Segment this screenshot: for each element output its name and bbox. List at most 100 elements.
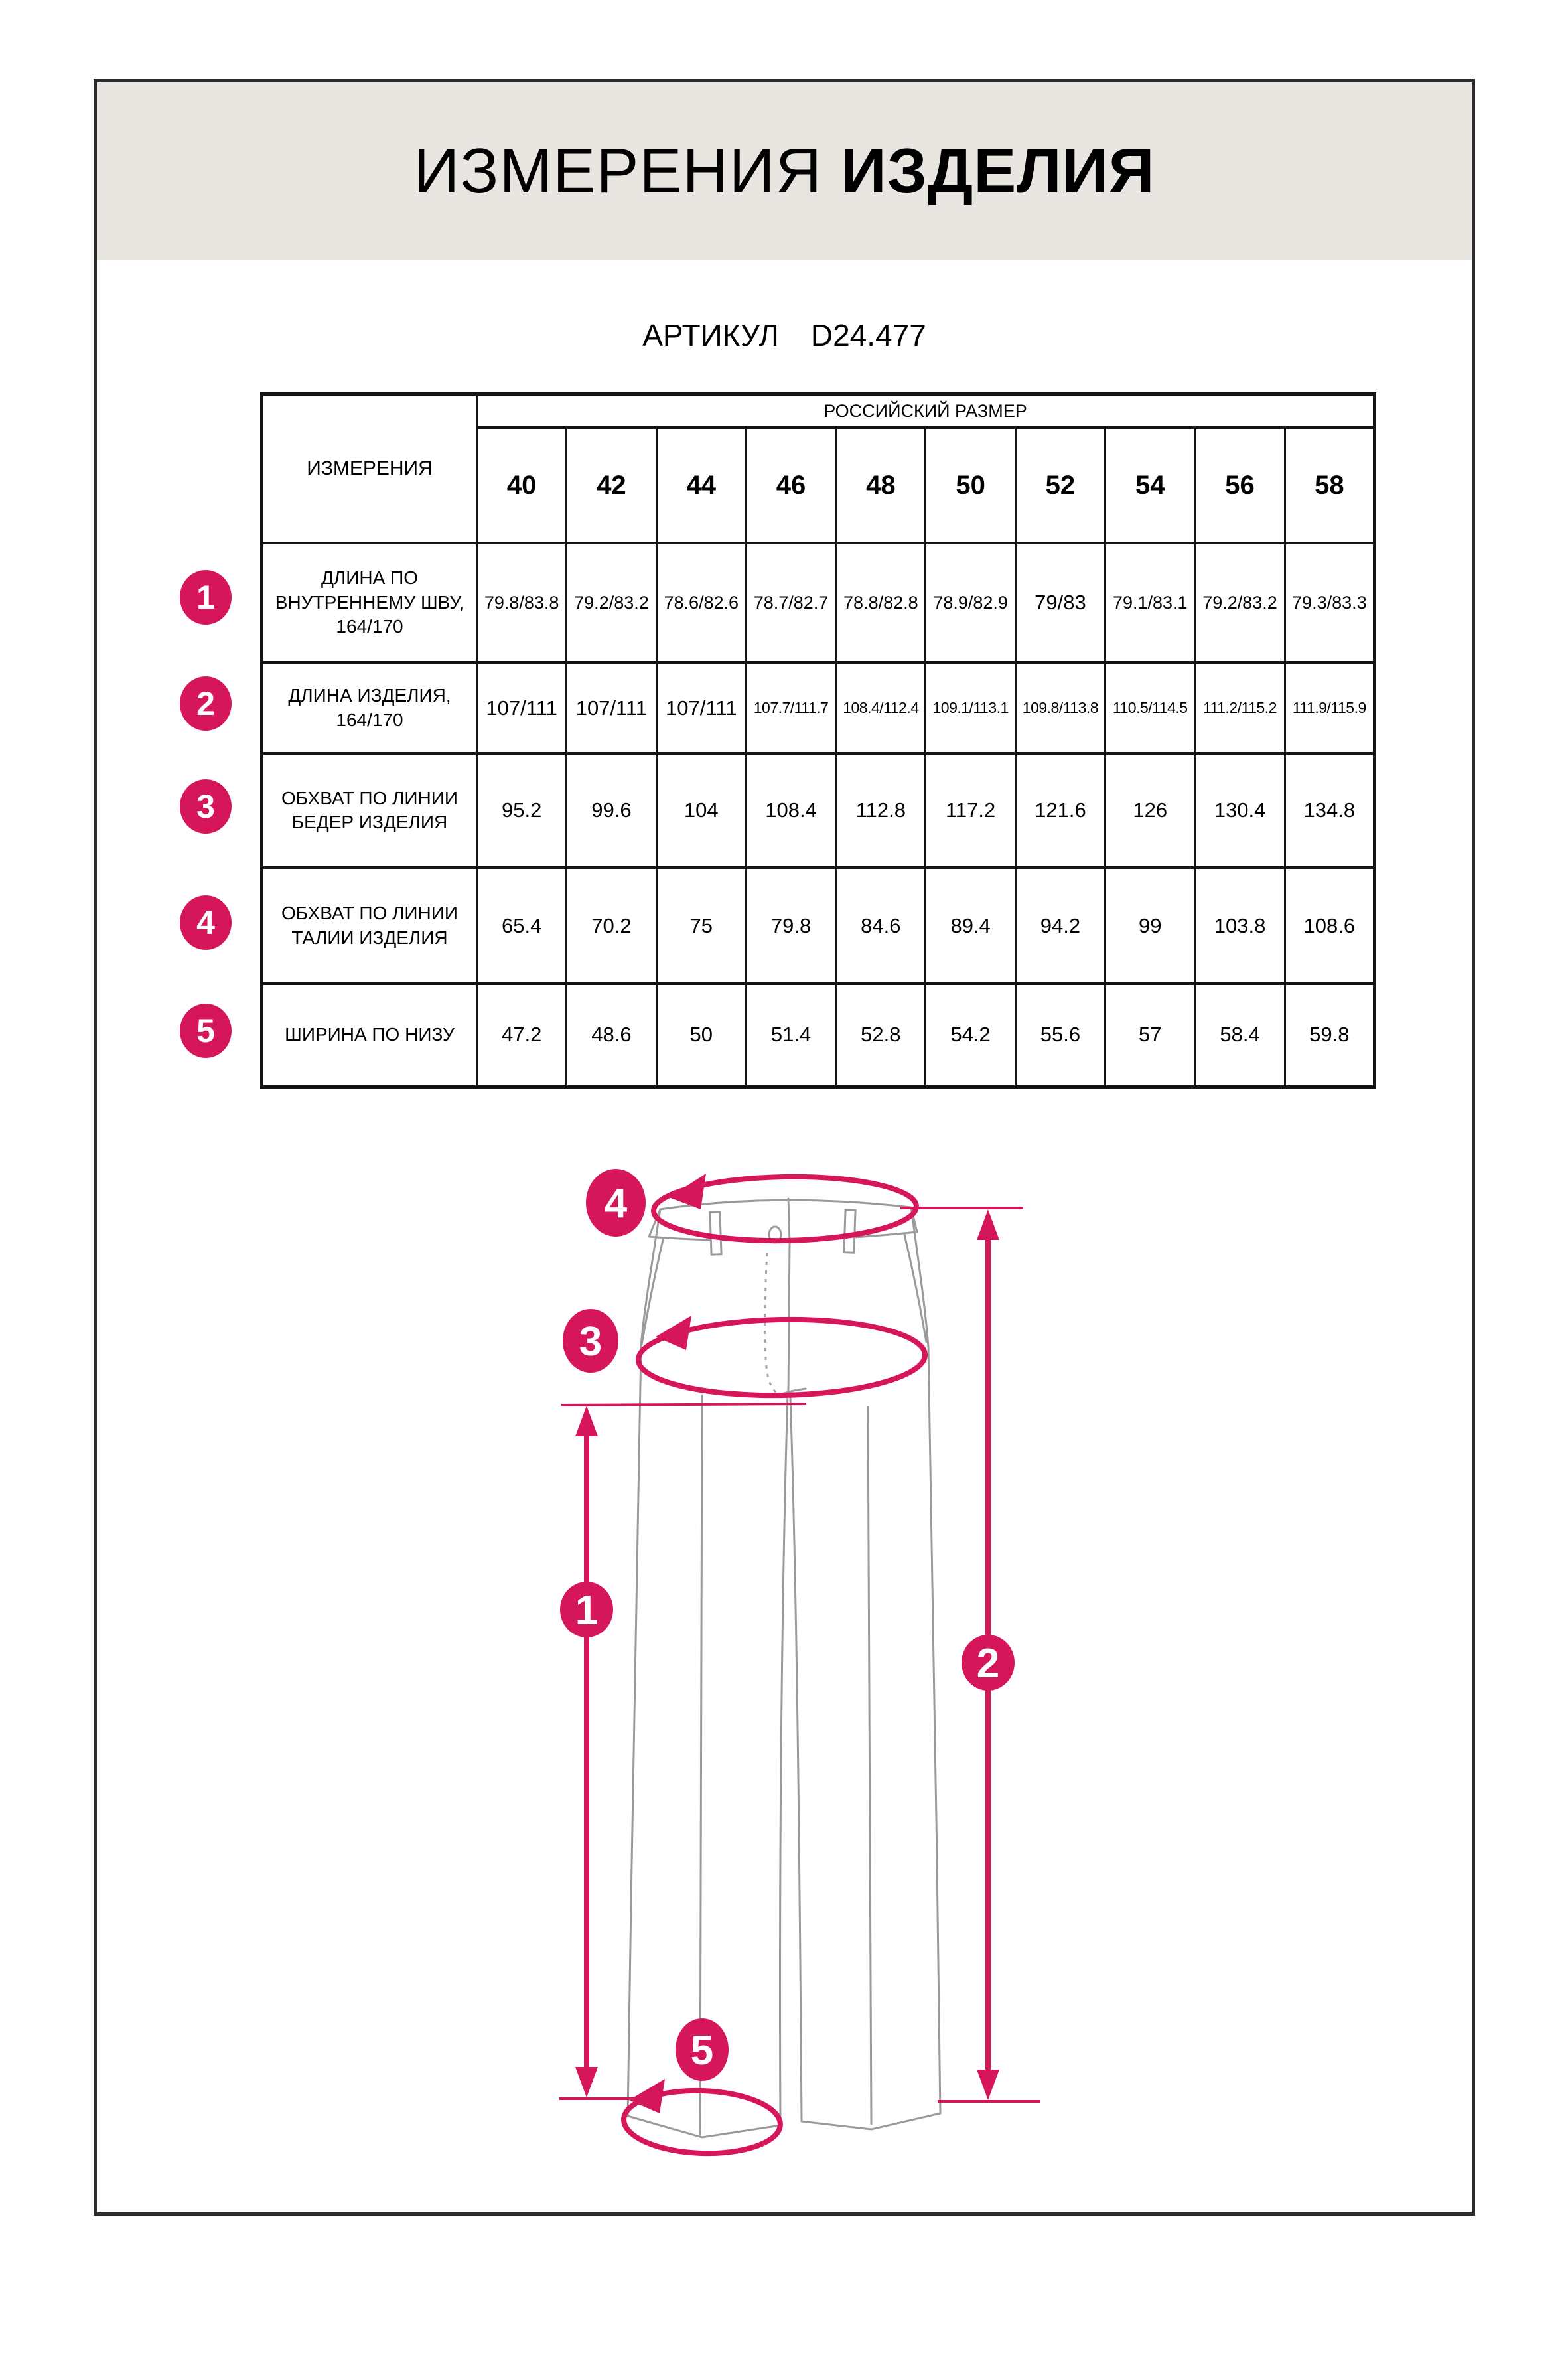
size-col-header: 56: [1194, 426, 1286, 544]
belt-loop-left: [709, 1211, 723, 1256]
cell-value: 51.4: [745, 982, 837, 1088]
cell-value: 111.9/115.9: [1283, 661, 1376, 755]
size-col-header: 46: [745, 426, 837, 544]
table-row: ДЛИНА ИЗДЕЛИЯ, 164/170 107/111 107/111 107/…: [261, 661, 1376, 755]
cell-value: 79/83: [1014, 542, 1107, 664]
cell-value: 79.3/83.3: [1283, 542, 1376, 664]
size-col-header: 40: [475, 426, 568, 544]
inseam-top-reference-line: [561, 1403, 807, 1406]
size-col-header: 50: [924, 426, 1017, 544]
length-arrow-up: [977, 1209, 999, 1240]
diagram-badge-5-label: 5: [691, 2028, 713, 2074]
cell-value: 89.4: [924, 866, 1017, 985]
article-label: АРТИКУЛ: [642, 318, 779, 352]
cell-value: 47.2: [475, 982, 568, 1088]
trousers-drawing: [626, 1197, 942, 2139]
diagram-badge-2-label: 2: [977, 1641, 999, 1687]
cell-value: 108.6: [1283, 866, 1376, 985]
diagram-badge-2: [962, 1635, 1015, 1691]
trousers-diagram: 4 3 1 2 5: [559, 1169, 1040, 2157]
cell-value: 112.8: [835, 752, 927, 869]
size-table: ИЗМЕРЕНИЯ РОССИЙСКИЙ РАЗМЕР 40 42 44 46 48 50…: [260, 392, 1376, 1089]
waist-measure-ellipse: [651, 1174, 919, 1244]
cell-value: 54.2: [924, 982, 1017, 1088]
cell-value: 134.8: [1283, 752, 1376, 869]
size-table-wrap: ИЗМЕРЕНИЯ РОССИЙСКИЙ РАЗМЕР 40 42 44 46 48 50…: [260, 392, 1376, 1089]
row-label: ШИРИНА ПО НИЗУ: [261, 982, 478, 1088]
cell-value: 58.4: [1194, 982, 1286, 1088]
title-band: [97, 82, 1472, 260]
cell-value: 79.2/83.2: [565, 542, 658, 664]
row-label: ОБХВАТ ПО ЛИНИИ ТАЛИИ ИЗДЕЛИЯ: [261, 866, 478, 985]
cell-value: 99.6: [565, 752, 658, 869]
cell-value: 79.8: [745, 866, 837, 985]
right-pocket-line: [903, 1233, 928, 1343]
size-col-header: 52: [1014, 426, 1107, 544]
cell-value: 108.4: [745, 752, 837, 869]
row-label: ДЛИНА ПО ВНУТРЕННЕМУ ШВУ, 164/170: [261, 542, 478, 664]
table-row: ОБХВАТ ПО ЛИНИИ БЕДЕР ИЗДЕЛИЯ 95.2 99.6 104…: [261, 752, 1376, 869]
size-col-header: 54: [1104, 426, 1196, 544]
annotations: 4 3 1 2 5: [559, 1169, 1040, 2157]
inseam-arrow-up: [575, 1406, 598, 1436]
cell-value: 70.2: [565, 866, 658, 985]
cell-value: 78.6/82.6: [655, 542, 747, 664]
cell-value: 107/111: [475, 661, 568, 755]
right-crease: [867, 1406, 873, 2125]
size-col-header: 58: [1283, 426, 1376, 544]
cell-value: 117.2: [924, 752, 1017, 869]
cell-value: 109.1/113.1: [924, 661, 1017, 755]
diagram-badge-3-label: 3: [579, 1319, 602, 1365]
article-value: D24.477: [810, 318, 926, 352]
left-crease: [699, 1394, 703, 2136]
article-line: АРТИКУЛ D24.477: [97, 317, 1472, 353]
row-number-badge: 2: [180, 676, 232, 731]
hem-measure-arrowhead: [629, 2079, 665, 2113]
cell-value: 110.5/114.5: [1104, 661, 1196, 755]
belt-loop-right: [843, 1209, 857, 1254]
waistband-left-edge: [648, 1208, 662, 1238]
cell-value: 121.6: [1014, 752, 1107, 869]
size-col-header: 42: [565, 426, 658, 544]
cell-value: 79.1/83.1: [1104, 542, 1196, 664]
row-label: ДЛИНА ИЗДЕЛИЯ, 164/170: [261, 661, 478, 755]
waist-measure-arrowhead: [669, 1174, 706, 1209]
table-row: ШИРИНА ПО НИЗУ 47.2 48.6 50 51.4 52.8 54.2 55.6…: [261, 982, 1376, 1088]
cell-value: 55.6: [1014, 982, 1107, 1088]
row-label: ОБХВАТ ПО ЛИНИИ БЕДЕР ИЗДЕЛИЯ: [261, 752, 478, 869]
right-hem: [800, 2112, 942, 2131]
table-row: ОБХВАТ ПО ЛИНИИ ТАЛИИ ИЗДЕЛИЯ 65.4 70.2 75 7…: [261, 866, 1376, 985]
length-arrow-down: [977, 2070, 999, 2100]
size-col-header: 48: [835, 426, 927, 544]
cell-value: 57: [1104, 982, 1196, 1088]
hip-measure-ellipse: [636, 1316, 928, 1399]
cell-value: 59.8: [1283, 982, 1376, 1088]
center-front-seam: [787, 1197, 791, 1244]
page-title: ИЗМЕРЕНИЯ ИЗДЕЛИЯ: [97, 82, 1472, 260]
diagram-badge-4-label: 4: [605, 1181, 628, 1227]
cell-value: 79.2/83.2: [1194, 542, 1286, 664]
russian-size-header: РОССИЙСКИЙ РАЗМЕР: [476, 392, 1376, 429]
measurements-header: ИЗМЕРЕНИЯ: [261, 392, 478, 544]
diagram-badge-5: [676, 2018, 729, 2081]
cell-value: 108.4/112.4: [835, 661, 927, 755]
size-col-header: 44: [655, 426, 747, 544]
cell-value: 65.4: [475, 866, 568, 985]
cell-value: 95.2: [475, 752, 568, 869]
cell-value: 84.6: [835, 866, 927, 985]
right-inner-seam: [789, 1395, 803, 2123]
left-hem: [626, 2115, 782, 2139]
diagram-badge-4: [586, 1169, 646, 1237]
cell-value: 78.9/82.9: [924, 542, 1017, 664]
cell-value: 107/111: [565, 661, 658, 755]
diagram-badge-3: [563, 1309, 618, 1373]
row-number-badge: 3: [180, 779, 232, 834]
fly-dashed-seam: [764, 1252, 786, 1400]
diagram-badge-1: [560, 1582, 613, 1637]
cell-value: 107/111: [655, 661, 747, 755]
hem-measure-ellipse: [621, 2087, 783, 2157]
size-header-row: 40 42 44 46 48 50 52 54 56 58: [262, 426, 1376, 544]
cell-value: 78.8/82.8: [835, 542, 927, 664]
page-title-bold: ИЗДЕЛИЯ: [840, 135, 1155, 206]
cell-value: 52.8: [835, 982, 927, 1088]
